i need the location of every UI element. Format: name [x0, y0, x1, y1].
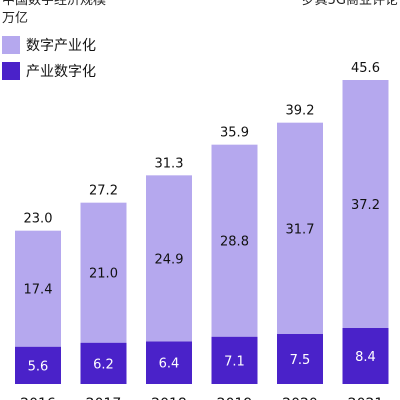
value-label-digital-industrialization-2016: 17.4	[24, 283, 53, 298]
bar-segment-industry-digitalization-2016	[15, 346, 61, 384]
value-label-digital-industrialization-2017: 21.0	[89, 267, 118, 282]
bar-segment-industry-digitalization-2019	[211, 336, 258, 384]
bar-segment-industry-digitalization-2021	[342, 328, 389, 384]
value-label-industry-digitalization-2018: 6.4	[159, 357, 180, 372]
value-label-industry-digitalization-2017: 6.2	[93, 357, 114, 372]
bar-segment-digital-industrialization-2017	[80, 202, 127, 343]
x-tick-label-2021: 2021	[348, 396, 384, 400]
x-tick-label-2019: 2019	[217, 396, 253, 400]
value-label-digital-industrialization-2021: 37.2	[351, 198, 380, 213]
total-label-2017: 27.2	[89, 184, 118, 199]
x-axis: 2016 2017 2018 2019 2020 2021	[20, 396, 383, 400]
value-label-industry-digitalization-2020: 7.5	[290, 353, 311, 368]
chart-header: 中国数字经济规模 万亿 罗真5G商业评论	[2, 0, 398, 26]
value-label-industry-digitalization-2016: 5.6	[28, 359, 49, 374]
value-label-digital-industrialization-2018: 24.9	[155, 252, 184, 267]
bar-segment-industry-digitalization-2018	[146, 341, 192, 384]
value-label-digital-industrialization-2019: 28.8	[220, 235, 249, 250]
legend-label-1: 产业数字化	[26, 64, 96, 80]
total-label-2021: 45.6	[351, 61, 380, 76]
bar-segment-digital-industrialization-2020	[277, 122, 323, 335]
total-label-2019: 35.9	[220, 126, 249, 141]
bar-segment-digital-industrialization-2019	[211, 144, 258, 337]
legend-swatch-1	[2, 62, 20, 80]
bar-segment-industry-digitalization-2017	[80, 342, 127, 384]
bars-group: 5.6 17.4 23.0 6.2 21.0 27.2 6.4 24.9 31.3 7.1 28.8…	[15, 61, 389, 384]
unit-label: 万亿	[2, 11, 28, 26]
source-label: 罗真5G商业评论	[302, 0, 398, 8]
bar-segment-digital-industrialization-2018	[146, 175, 192, 342]
bar-segment-digital-industrialization-2021	[342, 80, 389, 328]
value-label-industry-digitalization-2019: 7.1	[224, 354, 245, 369]
x-tick-label-2017: 2017	[86, 396, 122, 400]
legend-swatch-0	[2, 36, 20, 54]
bar-segment-digital-industrialization-2016	[15, 230, 61, 347]
total-label-2020: 39.2	[286, 104, 315, 119]
bar-segment-industry-digitalization-2020	[277, 334, 323, 384]
total-label-2016: 23.0	[24, 212, 53, 227]
x-tick-label-2020: 2020	[282, 396, 318, 400]
chart-title: 中国数字经济规模	[2, 0, 106, 8]
total-label-2018: 31.3	[155, 156, 184, 171]
value-label-digital-industrialization-2020: 31.7	[286, 222, 315, 237]
value-label-industry-digitalization-2021: 8.4	[355, 350, 376, 365]
x-tick-label-2018: 2018	[151, 396, 187, 400]
x-tick-label-2016: 2016	[20, 396, 56, 400]
legend-label-0: 数字产业化	[26, 38, 96, 54]
